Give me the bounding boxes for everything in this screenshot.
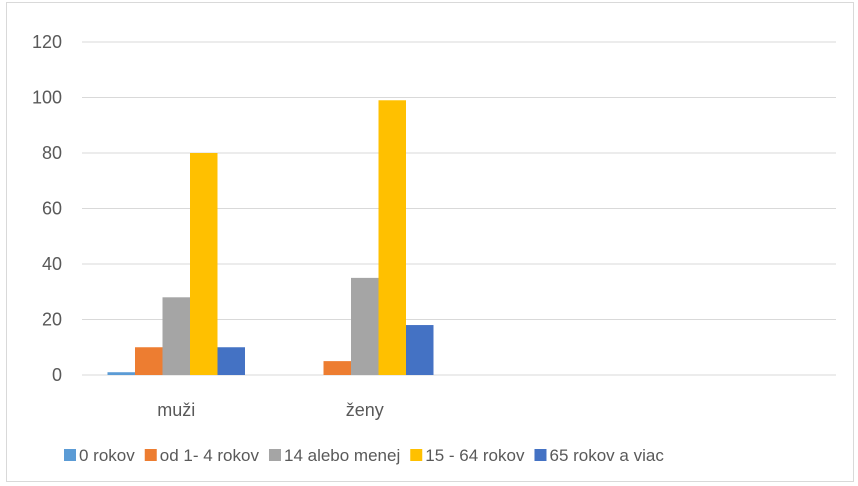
legend-swatch [64,449,76,461]
y-tick-label: 80 [42,143,62,163]
chart-frame [6,2,854,482]
legend-swatch [144,449,157,461]
legend-label: od 1- 4 rokov [160,446,260,465]
x-category-label: muži [157,400,195,420]
y-axis-ticks: 0 20 40 60 80 100 120 [32,32,62,385]
x-category-label: ženy [346,400,384,420]
legend-label: 0 rokov [79,446,135,465]
bar [406,325,434,375]
legend-swatch [534,449,547,461]
bar [135,347,163,375]
legend-label: 65 rokov a viac [549,446,664,465]
y-tick-label: 120 [32,32,62,52]
bar [217,347,245,375]
bar [107,372,135,375]
x-axis-categories: muži ženy [157,400,384,420]
legend: 0 rokov od 1- 4 rokov 14 alebo menej 15 - 6… [64,446,664,465]
legend-swatch [268,449,281,461]
bar [323,361,351,375]
y-tick-label: 40 [42,254,62,274]
bars [107,100,434,376]
legend-swatch [410,449,423,461]
y-tick-label: 20 [42,310,62,330]
bar [190,153,218,375]
bar [162,297,190,375]
y-tick-label: 0 [52,365,62,385]
y-tick-label: 100 [32,88,62,108]
bar [378,100,406,376]
legend-label: 15 - 64 rokov [425,446,525,465]
y-tick-label: 60 [42,199,62,219]
bar [351,277,379,375]
legend-label: 14 alebo menej [284,446,400,465]
